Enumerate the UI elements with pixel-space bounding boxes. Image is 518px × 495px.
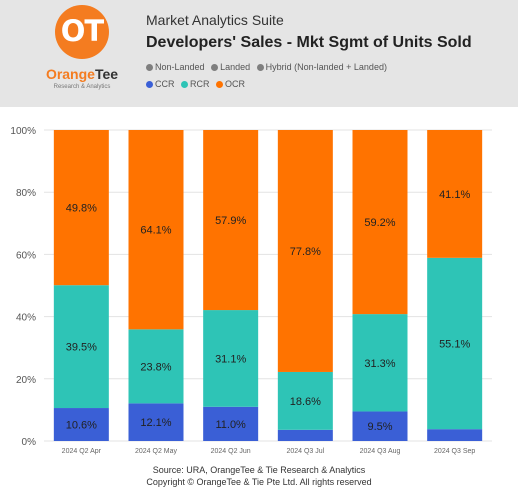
data-label: 39.5%	[66, 342, 97, 354]
bar-segment-ccr[interactable]	[427, 429, 483, 441]
legend-item-non-landed[interactable]: Non-Landed	[146, 62, 205, 72]
y-tick-label: 0%	[22, 437, 37, 448]
y-tick-label: 60%	[16, 250, 36, 261]
logo-tagline: Research & Analytics	[53, 84, 111, 90]
bar-segment-ccr[interactable]	[352, 411, 408, 441]
legend-label: Non-Landed	[155, 62, 205, 72]
legend-item-ocr[interactable]: OCR	[216, 79, 245, 89]
bar-segment-rcr[interactable]	[128, 329, 184, 404]
bar-segment-ocr[interactable]	[53, 130, 109, 286]
bar-segment-ocr[interactable]	[277, 130, 333, 372]
logo-mark-icon: OT	[55, 5, 109, 59]
x-tick-label: 2024 Q2 Jun	[211, 448, 251, 455]
legend-dot-icon	[146, 63, 153, 71]
bar-segment-rcr[interactable]	[352, 314, 408, 412]
legend-label: RCR	[190, 79, 210, 89]
data-label: 11.0%	[215, 419, 246, 431]
data-label: 41.1%	[439, 189, 470, 201]
data-label: 31.3%	[364, 358, 395, 370]
y-tick-label: 100%	[10, 126, 36, 137]
legend-property-type: Non-Landed Landed Hybrid (Non-landed + L…	[146, 62, 391, 73]
data-label: 55.1%	[439, 339, 470, 351]
legend-dot-icon	[216, 80, 224, 88]
data-label: 12.1%	[140, 417, 171, 429]
data-label: 23.8%	[140, 361, 171, 373]
x-tick-label: 2024 Q2 Apr	[62, 448, 102, 455]
data-label: 31.1%	[215, 353, 246, 365]
chart-title: Developers' Sales - Mkt Sgmt of Units So…	[146, 34, 472, 51]
bar-segment-ocr[interactable]	[128, 130, 184, 330]
x-tick-label: 2024 Q3 Aug	[360, 448, 401, 455]
data-label: 49.8%	[66, 203, 97, 215]
y-tick-label: 40%	[16, 313, 36, 324]
data-label: 77.8%	[290, 246, 321, 258]
legend-item-hybrid[interactable]: Hybrid (Non-landed + Landed)	[256, 62, 387, 72]
bar-segment-rcr[interactable]	[427, 257, 483, 430]
data-label: 10.6%	[66, 420, 97, 432]
data-label: 9.5%	[367, 421, 392, 433]
logo-glyph: OT	[60, 14, 104, 48]
data-label: 64.1%	[140, 225, 171, 237]
bar-segment-rcr[interactable]	[277, 371, 333, 430]
x-tick-label: 2024 Q2 May	[135, 448, 178, 455]
legend-dot-icon	[181, 80, 189, 88]
legend-dot-icon	[256, 63, 264, 71]
stacked-bar-chart: 0% 20% 40% 60% 80% 100% 10.6% 39.5% 49.8% 2024 Q2…	[10, 126, 492, 455]
legend-dot-icon	[146, 80, 153, 88]
data-label: 57.9%	[215, 215, 246, 227]
y-tick-label: 20%	[16, 375, 36, 386]
logo-name-orange: Orange	[45, 66, 95, 82]
legend-item-ccr[interactable]: CCR	[146, 79, 175, 89]
legend-item-rcr[interactable]: RCR	[181, 79, 210, 89]
orangetee-logo: OT OrangeTee Research & Analytics	[46, 5, 118, 95]
bar-segment-rcr[interactable]	[203, 310, 259, 407]
bar-segment-ccr[interactable]	[53, 408, 109, 441]
legend-label: OCR	[225, 79, 246, 89]
legend-label: Hybrid (Non-landed + Landed)	[265, 62, 387, 72]
bar-segment-ccr[interactable]	[203, 406, 259, 441]
legend-market-segment: CCR RCR OCR	[146, 79, 249, 90]
x-tick-label: 2024 Q3 Jul	[286, 448, 324, 455]
legend-label: Landed	[220, 62, 251, 72]
chart-footer: Source: URA, OrangeTee & Tie Research & …	[0, 464, 518, 488]
legend-label: CCR	[155, 79, 175, 89]
legend-dot-icon	[211, 63, 219, 71]
report-header: OT OrangeTee Research & Analytics Market…	[0, 0, 518, 107]
bar-segment-ocr[interactable]	[427, 130, 483, 258]
data-label: 59.2%	[364, 217, 395, 229]
bar-segment-ccr[interactable]	[277, 429, 333, 441]
logo-wordmark: OrangeTee	[41, 66, 123, 82]
copyright-note: Copyright © OrangeTee & Tie Pte Ltd. All…	[146, 477, 372, 487]
bar-segment-rcr[interactable]	[53, 285, 109, 409]
legend-item-landed[interactable]: Landed	[211, 62, 250, 72]
bar-segment-ocr[interactable]	[352, 130, 408, 315]
x-tick-label: 2024 Q3 Sep	[434, 448, 475, 455]
source-note: Source: URA, OrangeTee & Tie Research & …	[152, 465, 366, 475]
logo-name-tee: Tee	[94, 66, 119, 82]
bar-segment-ccr[interactable]	[128, 403, 184, 441]
suite-name: Market Analytics Suite	[146, 12, 284, 28]
bar-segment-ocr[interactable]	[203, 130, 259, 311]
data-label: 18.6%	[290, 396, 321, 408]
y-tick-label: 80%	[16, 188, 36, 199]
